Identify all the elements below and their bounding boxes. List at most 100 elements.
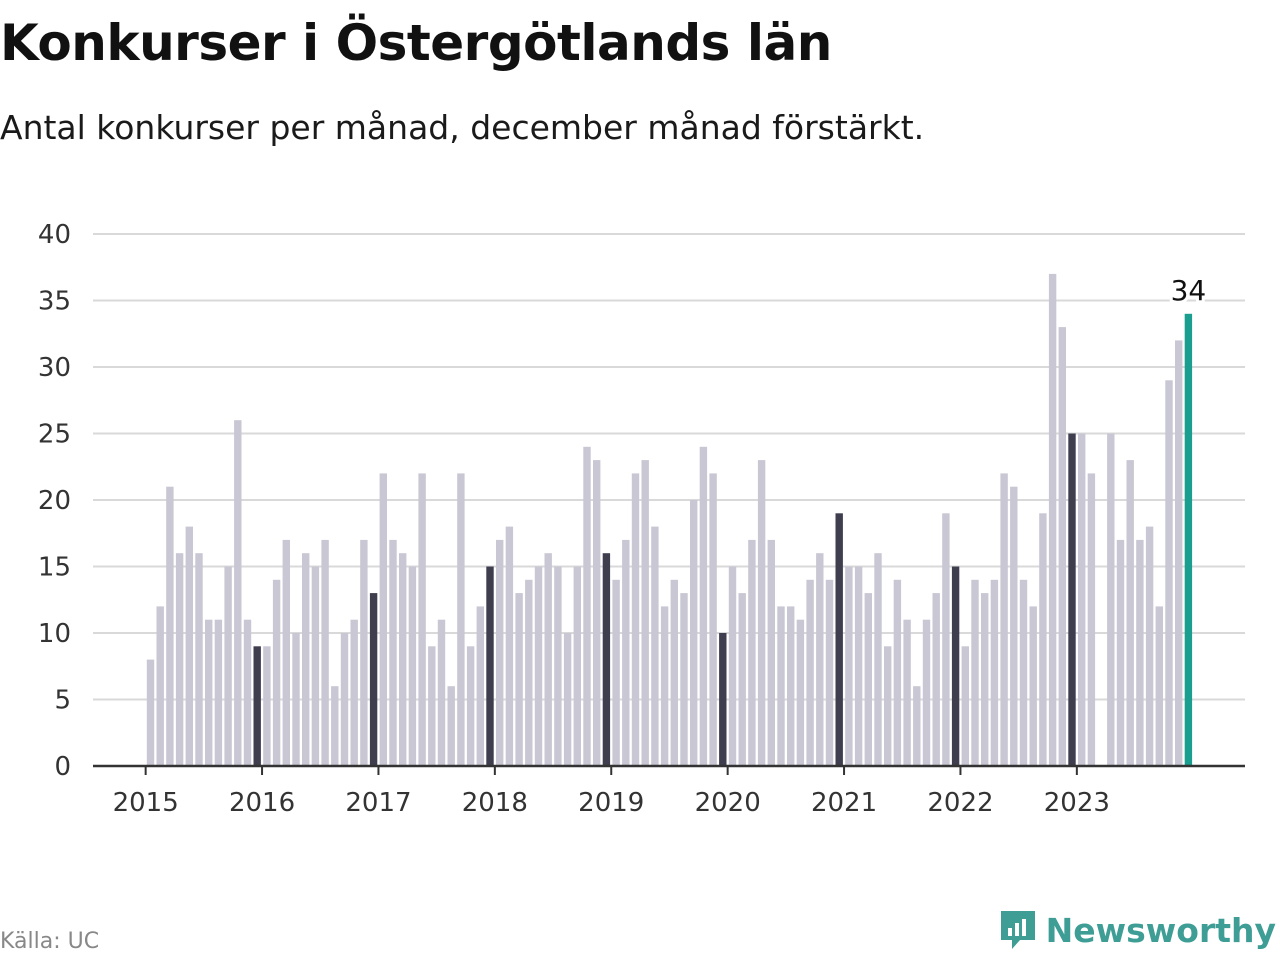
bar [787, 606, 795, 766]
bar [1175, 340, 1183, 766]
bar [835, 513, 843, 766]
bar [292, 633, 300, 766]
x-tick-label: 2023 [1044, 788, 1110, 818]
bar [369, 593, 378, 766]
bar [205, 619, 213, 766]
bar [1039, 513, 1047, 766]
bar [903, 619, 911, 766]
y-tick-label: 35 [38, 287, 71, 317]
bar [156, 606, 164, 766]
bar [408, 566, 417, 766]
y-tick-label: 5 [54, 686, 71, 716]
bar [757, 460, 766, 766]
bar [816, 553, 824, 766]
bar [825, 579, 834, 766]
bar [884, 646, 892, 766]
bar [505, 526, 514, 766]
bar [525, 579, 533, 766]
bar [379, 473, 387, 766]
x-tick-label: 2017 [345, 788, 411, 818]
bar [1000, 473, 1008, 766]
bar [418, 473, 426, 766]
bar [1010, 486, 1018, 766]
data-label: 34 [1171, 274, 1207, 307]
bar [777, 606, 785, 766]
bar [854, 566, 863, 766]
bar [1068, 433, 1076, 766]
bar [563, 633, 572, 766]
bar [515, 593, 523, 766]
bar [806, 579, 814, 766]
bar [641, 460, 649, 766]
bar [496, 539, 504, 766]
bar [971, 579, 979, 766]
bar [680, 593, 688, 766]
bar [612, 579, 620, 766]
bar [321, 539, 329, 766]
y-tick-label: 40 [38, 220, 71, 250]
bar [864, 593, 872, 766]
bar [175, 553, 184, 766]
bar [185, 526, 193, 766]
bar [1078, 433, 1086, 766]
bar [311, 566, 320, 766]
bar [796, 619, 805, 766]
bar [554, 566, 562, 766]
bar [913, 686, 921, 766]
brand-name: Newsworthy [1045, 910, 1276, 950]
bar [932, 593, 940, 766]
bar [195, 553, 203, 766]
bar [331, 686, 339, 766]
bar [1155, 606, 1163, 766]
bar [651, 526, 659, 766]
bar [660, 606, 669, 766]
bar [302, 553, 310, 766]
bar [690, 500, 698, 766]
bar [593, 460, 601, 766]
bar [1107, 433, 1115, 766]
chart-subtitle: Antal konkurser per månad, december måna… [0, 108, 925, 147]
bar [1087, 473, 1096, 766]
bar [670, 579, 678, 766]
bar [738, 593, 746, 766]
bar [428, 646, 436, 766]
x-tick-label: 2022 [927, 788, 993, 818]
bar [466, 646, 475, 766]
bar [845, 566, 853, 766]
bar [1116, 539, 1125, 766]
bar [602, 553, 611, 766]
bar [622, 539, 630, 766]
bar [1048, 273, 1057, 766]
bar [709, 473, 717, 766]
bar [981, 593, 989, 766]
newsworthy-logo[interactable]: Newsworthy [998, 908, 1276, 952]
bar [350, 619, 358, 766]
bar [166, 486, 174, 766]
x-tick-label: 2015 [113, 788, 179, 818]
bar [1145, 526, 1154, 766]
bar [767, 539, 775, 766]
bar [437, 619, 446, 766]
bar [1184, 313, 1193, 766]
bar [457, 473, 465, 766]
bar [942, 513, 950, 766]
x-tick-label: 2016 [229, 788, 295, 818]
bar [631, 473, 640, 766]
x-tick-label: 2018 [462, 788, 528, 818]
x-tick-label: 2021 [811, 788, 877, 818]
bar [360, 539, 368, 766]
x-tick-label: 2020 [695, 788, 761, 818]
bar [234, 420, 242, 766]
bar [990, 579, 999, 766]
axes: 0 5 10 15 20 25 30 35 40 2015 2016 2017 2018 2019 2020… [38, 220, 1245, 818]
bar [340, 633, 349, 766]
bar [534, 566, 543, 766]
bar [272, 579, 281, 766]
bar [1058, 327, 1066, 766]
bar [1029, 606, 1037, 766]
y-tick-label: 25 [38, 420, 71, 450]
bar [922, 619, 931, 766]
y-tick-label: 10 [38, 619, 71, 649]
bar [486, 566, 494, 766]
